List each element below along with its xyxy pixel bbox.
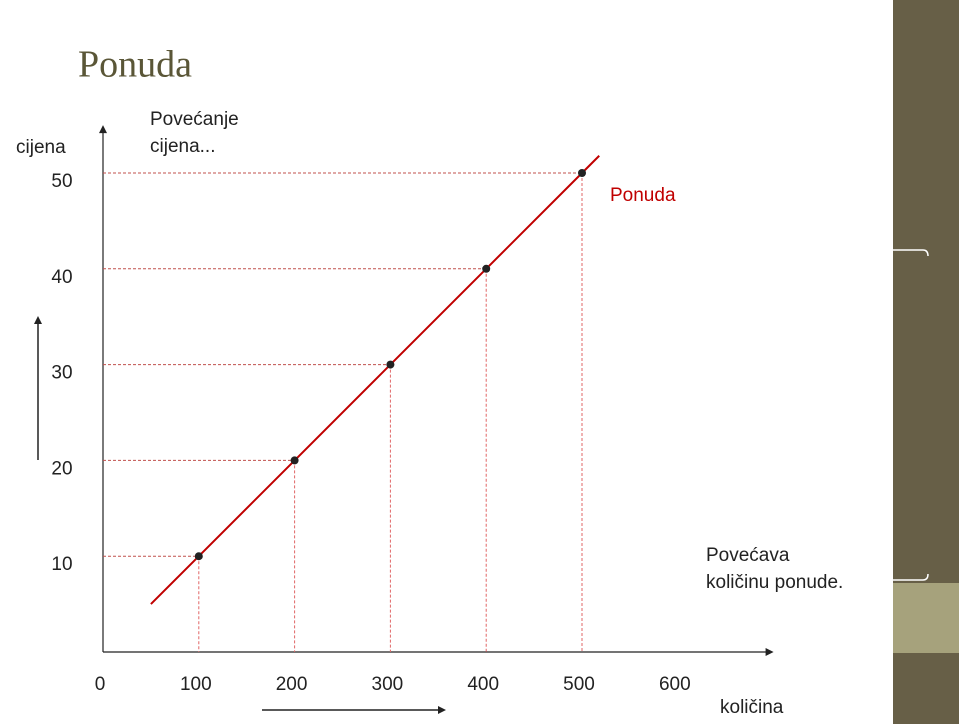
point — [290, 456, 299, 465]
x-tick-label: 300 — [372, 674, 404, 695]
x-axis-arrow — [765, 648, 774, 656]
series-label: Ponuda — [610, 185, 676, 206]
y-axis-arrow — [99, 125, 107, 134]
sidebar-block — [893, 583, 959, 653]
y-tick-label: 10 — [51, 554, 72, 575]
y-axis-label: cijena — [16, 137, 66, 158]
y-tick-label: 40 — [51, 267, 72, 288]
y-tick-label: 20 — [51, 458, 72, 479]
arrow-head — [34, 316, 42, 324]
x-tick-label: 100 — [180, 674, 212, 695]
y-tick-label: 30 — [51, 363, 72, 384]
annotation: količinu ponude. — [706, 572, 843, 593]
arrow-head — [438, 706, 446, 714]
x-tick-label: 600 — [659, 674, 691, 695]
x-tick-label: 0 — [95, 674, 106, 695]
annotation: cijena... — [150, 136, 215, 157]
line-extension — [581, 155, 600, 174]
point — [194, 552, 203, 561]
point — [578, 169, 586, 177]
bracket — [893, 249, 929, 257]
slide-title: Ponuda — [78, 44, 192, 86]
x-tick-label: 400 — [467, 674, 499, 695]
y-tick-label: 50 — [51, 171, 72, 192]
point — [386, 360, 395, 369]
point — [482, 264, 491, 273]
bracket — [893, 573, 929, 581]
line-extension — [150, 555, 200, 605]
x-tick-label: 500 — [563, 674, 595, 695]
x-axis-label: količina — [720, 697, 784, 718]
annotation: Povećanje — [150, 109, 239, 130]
annotation: Povećava — [706, 545, 790, 566]
x-tick-label: 200 — [276, 674, 308, 695]
